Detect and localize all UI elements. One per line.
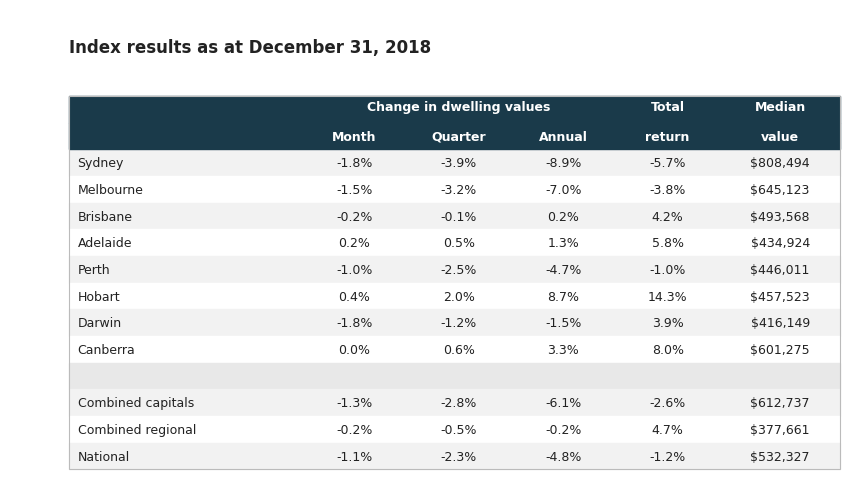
Text: Darwin: Darwin (77, 317, 121, 330)
Text: -1.5%: -1.5% (544, 317, 580, 330)
Text: 4.7%: 4.7% (651, 423, 683, 436)
Bar (69, 283, 839, 310)
Text: $446,011: $446,011 (750, 263, 809, 276)
Text: Month: Month (331, 130, 376, 143)
Text: -1.8%: -1.8% (336, 317, 372, 330)
Text: Sydney: Sydney (77, 157, 124, 170)
Text: -0.1%: -0.1% (440, 210, 476, 223)
Bar (69, 336, 839, 363)
Text: -1.0%: -1.0% (648, 263, 685, 276)
Bar (69, 310, 839, 336)
Text: -1.3%: -1.3% (336, 396, 372, 409)
Bar (69, 203, 839, 230)
Text: $612,737: $612,737 (750, 396, 809, 409)
Bar (69, 177, 839, 203)
Bar (69, 257, 839, 283)
Bar (69, 230, 839, 257)
Text: $645,123: $645,123 (750, 183, 809, 197)
Text: -0.2%: -0.2% (336, 423, 372, 436)
Text: Hobart: Hobart (77, 290, 120, 303)
Text: -1.8%: -1.8% (336, 157, 372, 170)
Text: National: National (77, 450, 130, 463)
Text: -1.1%: -1.1% (336, 450, 372, 463)
Bar (69, 97, 839, 469)
Text: -3.8%: -3.8% (648, 183, 685, 197)
Text: -8.9%: -8.9% (544, 157, 580, 170)
Text: 0.2%: 0.2% (547, 210, 579, 223)
Text: -4.8%: -4.8% (544, 450, 580, 463)
Bar (69, 390, 839, 416)
Text: Melbourne: Melbourne (77, 183, 143, 197)
Text: -7.0%: -7.0% (544, 183, 581, 197)
Text: -0.2%: -0.2% (544, 423, 580, 436)
Text: -2.5%: -2.5% (440, 263, 476, 276)
Text: -0.2%: -0.2% (336, 210, 372, 223)
Text: Perth: Perth (77, 263, 110, 276)
Text: $532,327: $532,327 (750, 450, 809, 463)
Text: Annual: Annual (538, 130, 587, 143)
Text: 14.3%: 14.3% (647, 290, 687, 303)
Text: Adelaide: Adelaide (77, 237, 132, 250)
Text: Combined capitals: Combined capitals (77, 396, 194, 409)
Text: -1.0%: -1.0% (336, 263, 372, 276)
Bar (69, 123, 839, 150)
Text: $377,661: $377,661 (750, 423, 809, 436)
Text: -0.5%: -0.5% (440, 423, 476, 436)
Text: 0.6%: 0.6% (443, 343, 474, 356)
Text: 1.3%: 1.3% (547, 237, 579, 250)
Bar (69, 97, 839, 123)
Text: -3.2%: -3.2% (440, 183, 476, 197)
Text: 8.7%: 8.7% (547, 290, 579, 303)
Text: $601,275: $601,275 (749, 343, 809, 356)
Bar (69, 150, 839, 177)
Text: -1.5%: -1.5% (336, 183, 372, 197)
Text: Total: Total (650, 100, 684, 113)
Text: -5.7%: -5.7% (648, 157, 685, 170)
Text: Canberra: Canberra (77, 343, 135, 356)
Text: return: return (645, 130, 689, 143)
Text: Combined regional: Combined regional (77, 423, 195, 436)
Text: 3.3%: 3.3% (547, 343, 579, 356)
Text: value: value (760, 130, 798, 143)
Text: 2.0%: 2.0% (443, 290, 474, 303)
Text: Brisbane: Brisbane (77, 210, 133, 223)
Text: Quarter: Quarter (430, 130, 486, 143)
Text: $808,494: $808,494 (749, 157, 809, 170)
Text: 4.2%: 4.2% (651, 210, 683, 223)
Text: 0.5%: 0.5% (443, 237, 474, 250)
Text: $457,523: $457,523 (749, 290, 809, 303)
Text: Change in dwelling values: Change in dwelling values (367, 100, 550, 113)
Bar (69, 443, 839, 469)
Text: -1.2%: -1.2% (649, 450, 685, 463)
Text: -2.8%: -2.8% (440, 396, 476, 409)
Text: 0.0%: 0.0% (338, 343, 370, 356)
Text: Median: Median (753, 100, 805, 113)
Text: 3.9%: 3.9% (651, 317, 683, 330)
Text: -2.6%: -2.6% (649, 396, 685, 409)
Bar (69, 363, 839, 390)
Text: -3.9%: -3.9% (440, 157, 476, 170)
Text: $434,924: $434,924 (750, 237, 808, 250)
Text: 8.0%: 8.0% (651, 343, 683, 356)
Text: 0.4%: 0.4% (338, 290, 369, 303)
Bar (69, 416, 839, 443)
Text: -1.2%: -1.2% (440, 317, 476, 330)
Text: 0.2%: 0.2% (338, 237, 369, 250)
Text: $416,149: $416,149 (750, 317, 808, 330)
Text: $493,568: $493,568 (750, 210, 809, 223)
Text: -2.3%: -2.3% (440, 450, 476, 463)
Text: -4.7%: -4.7% (544, 263, 580, 276)
Text: Index results as at December 31, 2018: Index results as at December 31, 2018 (69, 39, 430, 57)
Text: -6.1%: -6.1% (544, 396, 580, 409)
Text: 5.8%: 5.8% (651, 237, 683, 250)
